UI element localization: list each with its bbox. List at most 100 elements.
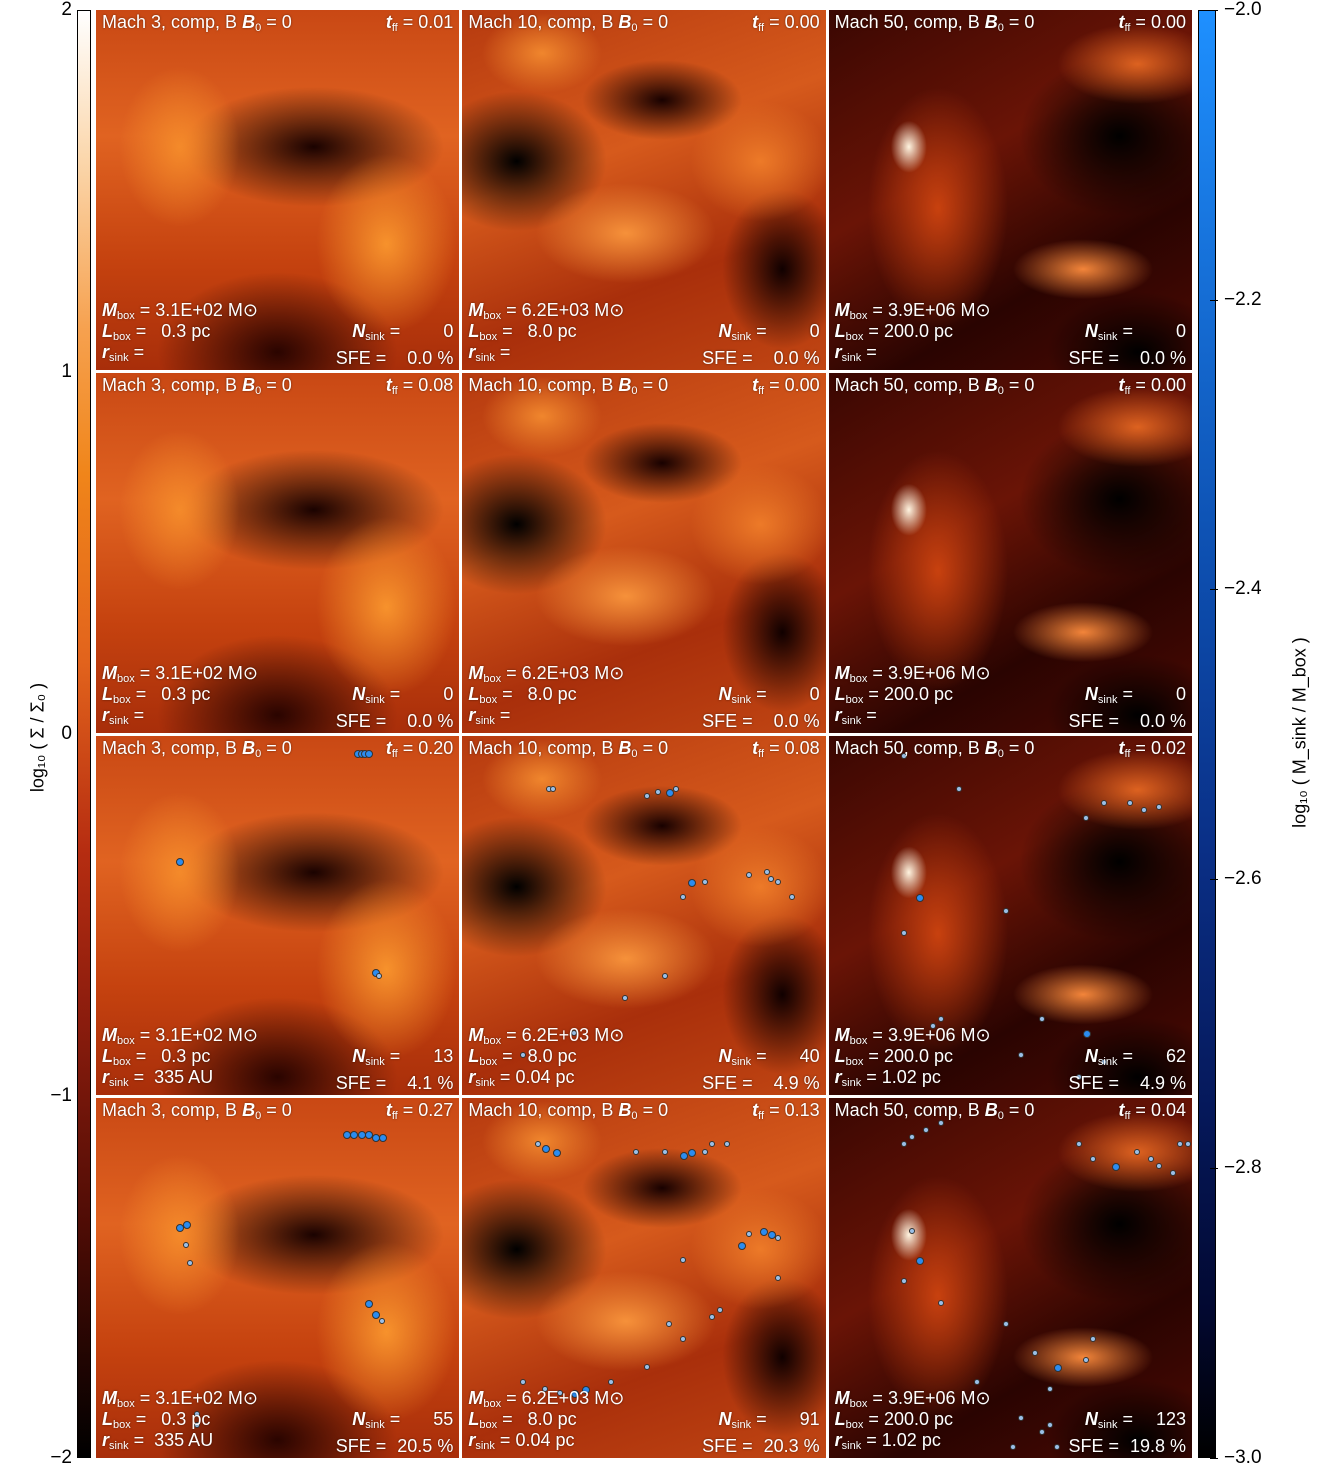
simulation-panel: Mach 10, comp, B B0 = 0 tff = 0.00 Mbox … [462, 373, 825, 733]
sink-particle [916, 1257, 924, 1265]
sink-particle [1134, 1149, 1140, 1155]
sink-particle [909, 1228, 915, 1234]
panel-sfe: SFE = 20.3 % [702, 1436, 820, 1456]
sink-particle [673, 786, 679, 792]
panel-rsink: rsink = [835, 705, 877, 731]
sink-particle [1101, 800, 1107, 806]
panel-title: Mach 10, comp, B B0 = 0 [468, 1100, 668, 1126]
sink-particle [644, 1364, 650, 1370]
right-tick-label: −2.2 [1224, 289, 1262, 311]
sink-particle [901, 1141, 907, 1147]
panel-time: tff = 0.13 [752, 1100, 820, 1126]
simulation-panel: Mach 3, comp, B B0 = 0 tff = 0.20 Mbox =… [96, 736, 459, 1096]
right-tick-mark [1210, 10, 1218, 11]
sink-particle [662, 973, 668, 979]
sink-particle [709, 1314, 715, 1320]
panel-title: Mach 3, comp, B B0 = 0 [102, 375, 292, 401]
sink-particle [709, 1141, 715, 1147]
sink-particle [909, 1134, 915, 1140]
sink-particle [1156, 804, 1162, 810]
panel-sfe: SFE = 4.9 % [702, 1073, 820, 1093]
panel-nsink: Nsink = 0 [1085, 684, 1186, 710]
panel-nsink: Nsink = 40 [719, 1046, 820, 1072]
sink-particle [1156, 1163, 1162, 1169]
panel-sfe: SFE = 0.0 % [1068, 711, 1186, 731]
simulation-panel: Mach 50, comp, B B0 = 0 tff = 0.02 Mbox … [829, 736, 1192, 1096]
sink-particle [1090, 1336, 1096, 1342]
sink-particle [1018, 1052, 1024, 1058]
sink-particle [923, 1127, 929, 1133]
panel-time: tff = 0.01 [386, 12, 454, 38]
panel-sfe: SFE = 0.0 % [1068, 348, 1186, 368]
sink-particle [702, 1149, 708, 1155]
panel-time: tff = 0.08 [752, 738, 820, 764]
panel-rsink: rsink = 335 AU [102, 1067, 213, 1093]
panel-sfe: SFE = 0.0 % [336, 711, 454, 731]
sink-particle [974, 1379, 980, 1385]
sink-particle [1076, 1141, 1082, 1147]
sink-mass-colorbar [1198, 10, 1216, 1458]
sink-particle [1141, 807, 1147, 813]
sink-particle [1054, 1444, 1060, 1450]
simulation-panel: Mach 10, comp, B B0 = 0 tff = 0.08 Mbox … [462, 736, 825, 1096]
sink-particle [916, 894, 924, 902]
sink-particle [1054, 1364, 1062, 1372]
right-tick-mark [1210, 879, 1218, 880]
right-tick-mark [1210, 1168, 1218, 1169]
panel-title: Mach 3, comp, B B0 = 0 [102, 738, 292, 764]
panel-rsink: rsink = 0.04 pc [468, 1430, 574, 1456]
sink-particle [633, 1149, 639, 1155]
panel-nsink: Nsink = 0 [719, 321, 820, 347]
right-tick-mark [1210, 1458, 1218, 1459]
panel-title: Mach 10, comp, B B0 = 0 [468, 738, 668, 764]
sink-particle [644, 793, 650, 799]
sink-particle [738, 1242, 746, 1250]
sink-particle [376, 973, 382, 979]
panel-rsink: rsink = 335 AU [102, 1430, 213, 1456]
right-tick-label: −2.8 [1224, 1157, 1262, 1179]
panel-time: tff = 0.02 [1118, 738, 1186, 764]
sink-particle [775, 879, 781, 885]
sink-particle [746, 872, 752, 878]
sink-particle [680, 894, 686, 900]
panel-nsink: Nsink = 0 [352, 321, 453, 347]
left-tick-label: 0 [61, 723, 72, 745]
right-tick-label: −2.6 [1224, 868, 1262, 890]
sink-particle [183, 1242, 189, 1248]
right-tick-mark [1210, 589, 1218, 590]
panel-time: tff = 0.00 [1118, 375, 1186, 401]
sink-particle [688, 879, 696, 887]
left-colorbar-label: log₁₀ ( Σ / Σ₀ ) [28, 638, 49, 838]
sink-particle [764, 869, 770, 875]
sink-particle [1047, 1422, 1053, 1428]
sink-particle [1185, 1141, 1191, 1147]
sink-particle [702, 879, 708, 885]
sink-particle [622, 995, 628, 1001]
sink-particle [901, 1278, 907, 1284]
sink-particle [1090, 1156, 1096, 1162]
panel-rsink: rsink = 1.02 pc [835, 1067, 941, 1093]
sink-particle [183, 1221, 191, 1229]
sink-particle [1047, 1386, 1053, 1392]
sink-particle [666, 1321, 672, 1327]
panel-time: tff = 0.00 [1118, 12, 1186, 38]
panel-time: tff = 0.27 [386, 1100, 454, 1126]
panel-nsink: Nsink = 91 [719, 1409, 820, 1435]
panel-title: Mach 10, comp, B B0 = 0 [468, 375, 668, 401]
panel-sfe: SFE = 0.0 % [336, 348, 454, 368]
panel-nsink: Nsink = 62 [1085, 1046, 1186, 1072]
panel-sfe: SFE = 19.8 % [1068, 1436, 1186, 1456]
right-tick-mark [1210, 300, 1218, 301]
panel-sfe: SFE = 20.5 % [336, 1436, 454, 1456]
panel-sfe: SFE = 4.9 % [1068, 1073, 1186, 1093]
panel-title: Mach 3, comp, B B0 = 0 [102, 1100, 292, 1126]
sink-particle [1083, 815, 1089, 821]
panel-title: Mach 50, comp, B B0 = 0 [835, 375, 1035, 401]
sink-particle [775, 1235, 781, 1241]
sink-particle [662, 1149, 668, 1155]
sink-particle [535, 1141, 541, 1147]
sink-particle [901, 930, 907, 936]
right-tick-label: −2.4 [1224, 578, 1262, 600]
panel-title: Mach 50, comp, B B0 = 0 [835, 1100, 1035, 1126]
sink-particle [379, 1134, 387, 1142]
